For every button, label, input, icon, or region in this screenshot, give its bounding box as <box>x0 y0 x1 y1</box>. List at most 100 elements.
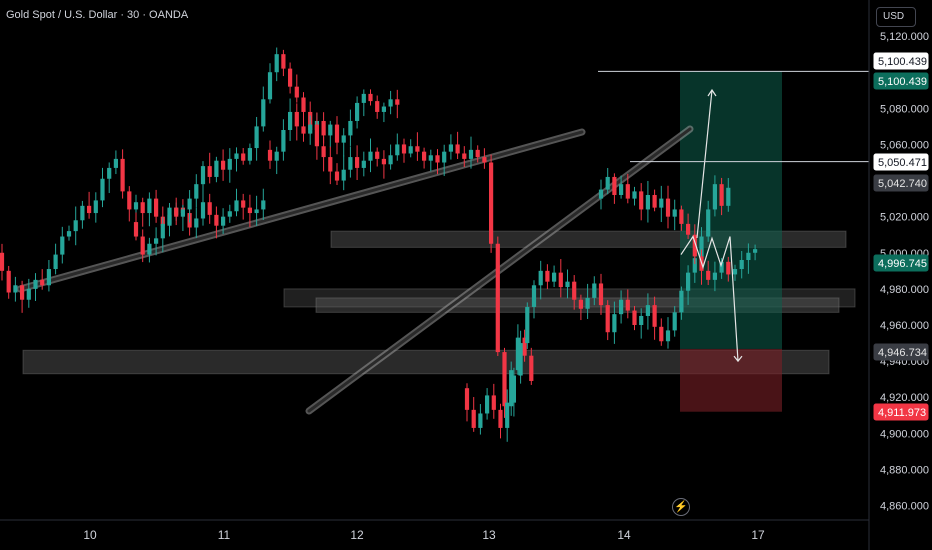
candle-body[interactable] <box>679 290 684 313</box>
candle-body[interactable] <box>639 191 644 210</box>
candle-body[interactable] <box>645 305 650 316</box>
candle-body[interactable] <box>154 238 159 244</box>
lightning-icon[interactable]: ⚡ <box>672 498 690 516</box>
candle-body[interactable] <box>679 209 684 224</box>
candle-body[interactable] <box>619 184 624 195</box>
candle-body[interactable] <box>180 209 185 217</box>
candle-body[interactable] <box>133 222 139 237</box>
candle-body[interactable] <box>254 126 259 149</box>
candle-body[interactable] <box>509 370 514 407</box>
price-label-box[interactable] <box>873 72 929 90</box>
candle-body[interactable] <box>341 169 346 181</box>
candle-body[interactable] <box>294 86 299 98</box>
candle-body[interactable] <box>214 214 219 226</box>
candle-body[interactable] <box>495 243 500 353</box>
candle-body[interactable] <box>254 209 259 214</box>
candle-body[interactable] <box>645 195 650 210</box>
candle-body[interactable] <box>471 409 476 428</box>
candle-body[interactable] <box>355 157 360 168</box>
candle-body[interactable] <box>241 153 246 161</box>
candle-body[interactable] <box>375 151 380 159</box>
candle-body[interactable] <box>120 158 125 192</box>
candle-body[interactable] <box>639 315 644 325</box>
candle-body[interactable] <box>706 209 711 237</box>
candle-body[interactable] <box>281 130 286 152</box>
candle-body[interactable] <box>0 252 5 271</box>
candle-body[interactable] <box>26 288 31 300</box>
candle-body[interactable] <box>160 223 165 239</box>
candle-body[interactable] <box>321 120 326 136</box>
candle-body[interactable] <box>227 211 232 217</box>
candle-body[interactable] <box>288 68 293 87</box>
candle-body[interactable] <box>341 135 346 143</box>
candle-body[interactable] <box>87 205 92 214</box>
candle-body[interactable] <box>632 310 637 325</box>
candle-body[interactable] <box>174 207 179 217</box>
stop-zone[interactable] <box>680 348 782 412</box>
candle-body[interactable] <box>107 167 112 179</box>
candle-body[interactable] <box>361 160 366 168</box>
candle-body[interactable] <box>428 155 433 161</box>
projection-path-up[interactable] <box>696 89 713 239</box>
candle-body[interactable] <box>294 111 299 127</box>
candle-body[interactable] <box>328 157 333 172</box>
candle-body[interactable] <box>511 375 516 403</box>
candle-body[interactable] <box>545 270 550 282</box>
candle-body[interactable] <box>605 176 610 190</box>
candle-body[interactable] <box>93 200 98 214</box>
candle-body[interactable] <box>214 160 219 177</box>
candle-body[interactable] <box>482 157 487 163</box>
candle-body[interactable] <box>154 198 159 217</box>
candle-body[interactable] <box>625 184 630 199</box>
candle-body[interactable] <box>665 330 671 342</box>
candle-body[interactable] <box>625 299 630 311</box>
candle-body[interactable] <box>401 144 407 154</box>
symbol-title[interactable]: Gold Spot / U.S. Dollar · 30 · OANDA <box>6 9 189 21</box>
candle-body[interactable] <box>498 409 503 428</box>
candle-body[interactable] <box>598 189 604 199</box>
candle-body[interactable] <box>686 272 691 291</box>
candle-body[interactable] <box>301 126 306 134</box>
currency-selector[interactable]: USD <box>876 7 916 27</box>
candle-body[interactable] <box>435 155 440 163</box>
candle-body[interactable] <box>80 205 85 221</box>
candle-body[interactable] <box>388 99 393 107</box>
candle-body[interactable] <box>489 162 494 244</box>
price-label-box[interactable] <box>873 403 929 421</box>
candle-body[interactable] <box>40 279 45 286</box>
candle-body[interactable] <box>200 202 206 219</box>
candle-body[interactable] <box>207 166 212 177</box>
candle-body[interactable] <box>100 178 105 201</box>
candle-body[interactable] <box>712 184 717 210</box>
candle-body[interactable] <box>652 195 657 208</box>
candle-body[interactable] <box>415 146 420 152</box>
candle-body[interactable] <box>515 337 520 371</box>
candle-body[interactable] <box>334 171 340 181</box>
candle-body[interactable] <box>605 305 610 333</box>
candle-body[interactable] <box>538 270 543 286</box>
candle-body[interactable] <box>672 312 677 331</box>
candle-body[interactable] <box>505 402 510 428</box>
price-label-box[interactable] <box>873 254 929 272</box>
candle-body[interactable] <box>234 153 239 159</box>
candle-body[interactable] <box>200 166 206 185</box>
candle-body[interactable] <box>355 102 360 121</box>
candle-body[interactable] <box>442 151 447 163</box>
candle-body[interactable] <box>66 231 72 237</box>
candle-body[interactable] <box>147 243 152 255</box>
candle-body[interactable] <box>207 202 212 215</box>
candle-body[interactable] <box>746 252 751 260</box>
price-label-box[interactable] <box>873 343 929 361</box>
candle-body[interactable] <box>552 272 557 282</box>
candle-body[interactable] <box>60 236 65 255</box>
candle-body[interactable] <box>53 254 58 270</box>
candle-body[interactable] <box>247 207 252 214</box>
candle-body[interactable] <box>712 272 717 280</box>
candle-body[interactable] <box>6 270 11 293</box>
candle-body[interactable] <box>321 146 326 158</box>
price-axis-background[interactable] <box>869 0 932 550</box>
candle-body[interactable] <box>632 191 637 199</box>
candle-body[interactable] <box>267 72 273 100</box>
price-label-box[interactable] <box>873 153 929 171</box>
candle-body[interactable] <box>395 144 400 156</box>
